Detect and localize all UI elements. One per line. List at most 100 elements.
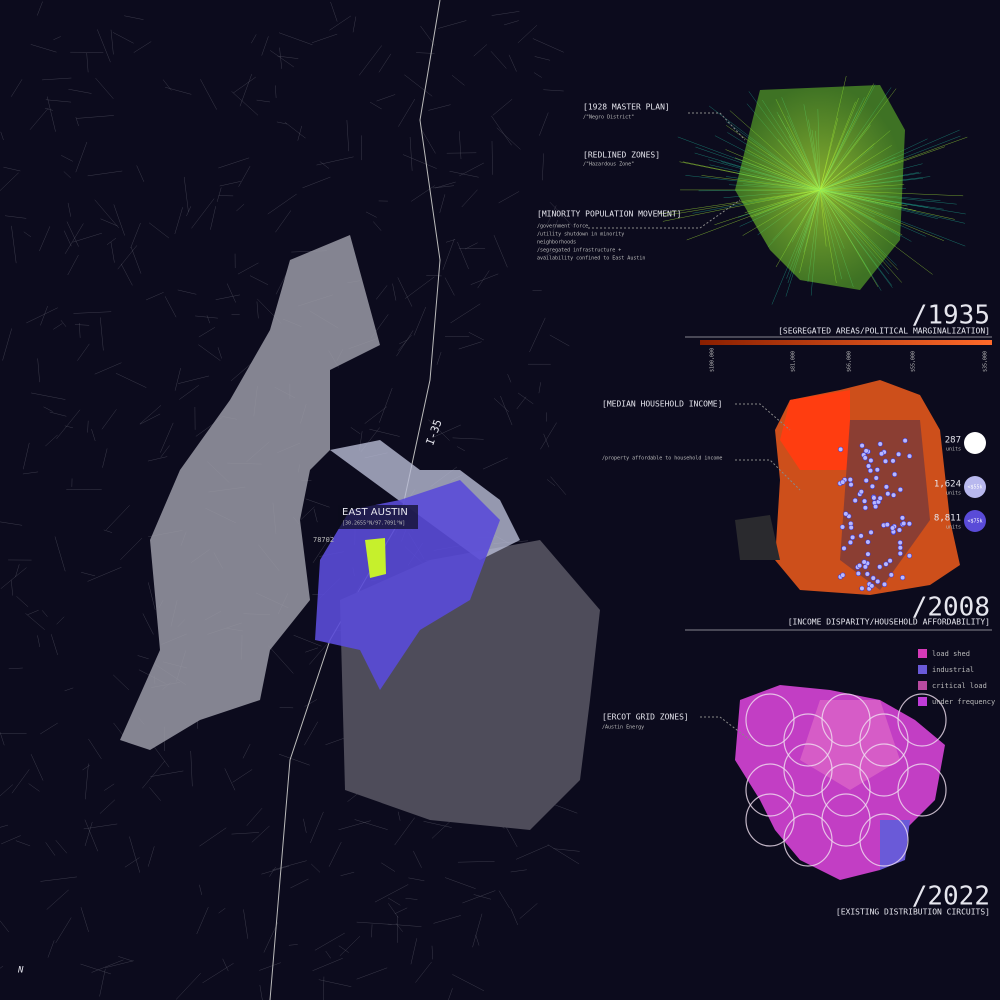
- property-dot: [874, 467, 880, 473]
- street: [397, 277, 413, 307]
- street: [276, 121, 288, 125]
- street: [529, 317, 546, 353]
- street: [504, 20, 519, 26]
- street: [120, 263, 133, 286]
- street: [433, 915, 461, 924]
- street: [74, 324, 90, 326]
- street: [50, 634, 58, 656]
- street: [372, 221, 382, 231]
- bubble: [964, 510, 986, 532]
- street: [444, 277, 455, 296]
- street: [66, 221, 79, 247]
- street: [251, 34, 257, 44]
- street: [408, 877, 425, 882]
- street: [139, 413, 161, 425]
- property-dot: [906, 453, 913, 459]
- street: [304, 721, 318, 746]
- bubble-label: <$35k: [967, 441, 982, 447]
- street: [100, 317, 104, 351]
- street: [339, 935, 361, 957]
- street: [423, 821, 452, 828]
- property-dot: [883, 561, 889, 567]
- street: [473, 44, 488, 57]
- property-dot: [863, 477, 869, 484]
- street: [319, 161, 330, 169]
- property-dot: [863, 448, 869, 454]
- street: [475, 934, 480, 946]
- panel-note: /Austin Energy: [602, 725, 644, 731]
- street: [112, 32, 134, 44]
- street: [330, 1, 338, 22]
- property-dot: [840, 572, 846, 578]
- legend: load shed industrial critical load under fr…: [918, 649, 995, 706]
- street: [428, 104, 451, 111]
- street: [493, 235, 508, 268]
- street: [445, 239, 456, 243]
- street: [452, 437, 484, 440]
- street: [133, 41, 152, 53]
- property-dot: [877, 564, 883, 570]
- street: [305, 647, 319, 653]
- legend-swatch: [918, 665, 927, 674]
- street: [431, 424, 461, 439]
- property-dot: [843, 511, 849, 517]
- street: [540, 422, 557, 450]
- street: [83, 823, 118, 830]
- property-dot: [877, 441, 883, 447]
- street: [25, 613, 45, 630]
- street: [538, 382, 541, 394]
- street: [64, 223, 84, 254]
- property-dot: [902, 437, 908, 444]
- street: [67, 202, 72, 217]
- street: [0, 784, 13, 797]
- bubble-label: <$55k: [967, 485, 982, 491]
- street: [278, 32, 313, 46]
- street: [152, 744, 170, 768]
- street: [183, 176, 189, 212]
- highlight-zone: [365, 538, 386, 578]
- street: [5, 215, 27, 219]
- property-dot: [901, 520, 907, 527]
- street: [316, 156, 354, 166]
- property-dot: [865, 463, 872, 469]
- property-dot: [906, 521, 912, 527]
- street: [397, 811, 401, 821]
- legend-label: industrial: [932, 666, 974, 674]
- street: [517, 392, 534, 405]
- street: [312, 535, 332, 564]
- street: [312, 957, 343, 971]
- property-dot: [865, 539, 871, 545]
- property-dot: [852, 497, 858, 504]
- street: [95, 77, 114, 99]
- street: [199, 827, 227, 847]
- property-dot: [861, 559, 867, 565]
- property-dot: [848, 482, 854, 488]
- street: [11, 79, 23, 97]
- property-dot: [900, 575, 906, 581]
- street: [11, 580, 13, 596]
- street: [275, 85, 277, 98]
- street: [148, 582, 156, 610]
- street: [87, 420, 89, 433]
- grid-cell: [783, 713, 833, 767]
- street: [105, 960, 134, 968]
- street: [465, 242, 478, 250]
- property-dot: [862, 455, 868, 461]
- street: [110, 29, 114, 55]
- street: [236, 203, 245, 212]
- street: [174, 207, 183, 235]
- property-dot: [899, 515, 906, 521]
- panel-year: /2022: [912, 882, 990, 912]
- street: [396, 330, 414, 357]
- street: [15, 840, 31, 847]
- street: [232, 769, 253, 783]
- panel-year: /2008: [912, 593, 990, 623]
- street: [268, 645, 294, 674]
- street: [40, 876, 77, 882]
- street: [442, 238, 455, 270]
- panel-title: [MEDIAN HOUSEHOLD INCOME]: [602, 400, 722, 409]
- street: [49, 411, 67, 417]
- street: [22, 442, 30, 470]
- street: [30, 754, 44, 781]
- street: [37, 358, 40, 383]
